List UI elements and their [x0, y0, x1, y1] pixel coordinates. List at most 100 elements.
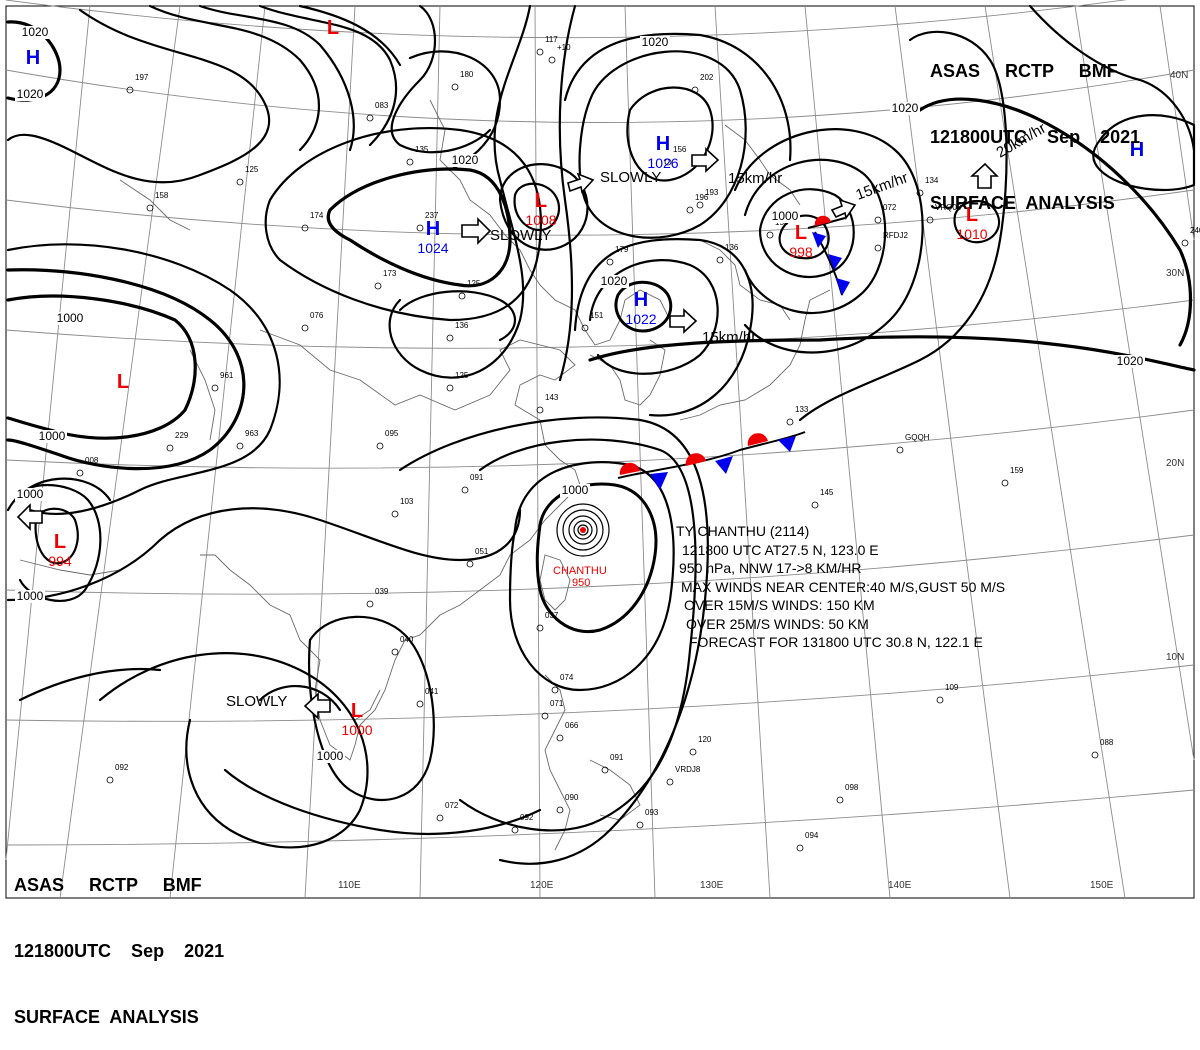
station-circle [446, 384, 454, 392]
typhoon-isobar [573, 520, 593, 540]
motion-label: 15km/hr [702, 329, 756, 346]
isobar-label: 1000 [317, 749, 344, 763]
cold-front-symbol [812, 232, 826, 248]
station-value: 094 [805, 831, 819, 840]
typhoon-isobar [562, 509, 604, 551]
low-pressure-center: L [327, 17, 339, 39]
isobar [198, 4, 355, 152]
station-value: 156 [673, 145, 687, 154]
low-pressure-center: L [535, 190, 547, 212]
motion-label: SLOWLY [226, 693, 287, 710]
isobar [264, 126, 542, 322]
station-circle [391, 510, 399, 518]
motion-arrows [16, 147, 999, 720]
station-circle [416, 224, 424, 232]
isobar-label: 1000 [562, 483, 589, 497]
station-circle [664, 158, 672, 166]
isobar-label: 1020 [892, 101, 919, 115]
isobar [18, 483, 102, 602]
station-value: 961 [220, 371, 234, 380]
longitude-label: 120E [530, 880, 554, 891]
station-value: 091 [470, 473, 484, 482]
station-circle [166, 444, 174, 452]
isobar [6, 507, 522, 602]
center-pressure-value: 1026 [647, 155, 678, 171]
station-value: 173 [383, 269, 397, 278]
cold-front-symbol [778, 436, 796, 452]
station-value: 098 [845, 783, 859, 792]
station-value: 041 [425, 687, 439, 696]
station-value: 180 [460, 70, 474, 79]
station-value: 109 [945, 683, 959, 692]
isobar [148, 4, 321, 152]
station-value: 179 [615, 245, 629, 254]
isobar [6, 243, 281, 516]
station-circle [581, 324, 589, 332]
station-circle [686, 206, 694, 214]
isobar [1092, 114, 1196, 192]
station-value: 151 [590, 311, 604, 320]
station-circle [796, 844, 804, 852]
low-pressure-center: L [351, 700, 363, 722]
station-circle [366, 114, 374, 122]
station-value: VRDJ8 [675, 765, 701, 774]
station-value: 135 [415, 145, 429, 154]
header-bottom: ASAS RCTP BMF 121800UTC Sep 2021 SURFACE… [14, 830, 224, 1050]
header-line-title: SURFACE ANALYSIS [930, 193, 1115, 213]
typhoon-title: TY CHANTHU (2114) [676, 523, 810, 539]
station-value: 193 [705, 188, 719, 197]
station-value: 136 [725, 243, 739, 252]
station-circle [896, 446, 904, 454]
typhoon-core [556, 503, 610, 557]
isobar [388, 4, 532, 379]
longitude-label: 140E [888, 880, 912, 891]
isobar [18, 667, 162, 702]
station-circle [461, 486, 469, 494]
isobar [258, 4, 398, 147]
motion-arrow-icon [691, 147, 720, 173]
latitude-label: 30N [1166, 268, 1184, 279]
station-value: 133 [795, 405, 809, 414]
isobar [513, 182, 561, 232]
isobar [6, 8, 271, 184]
typhoon-over25: OVER 25M/S WINDS: 50 KM [686, 615, 869, 632]
isobar-label: 1020 [601, 274, 628, 288]
station-circle [556, 734, 564, 742]
station-value: 040 [400, 635, 414, 644]
station-circle [301, 324, 309, 332]
isobar-label: 1000 [39, 429, 66, 443]
station-circle [146, 204, 154, 212]
station-circle [836, 796, 844, 804]
isobar [398, 290, 516, 342]
typhoon-pressure-motion: 950 hPa, NNW 17->8 KM/HR [679, 560, 862, 576]
station-value: VRQ08 [935, 203, 962, 212]
station-circle [536, 624, 544, 632]
isobar [6, 294, 197, 440]
isobar [798, 30, 1008, 422]
high-pressure-center: H [26, 47, 40, 69]
latitude-label: 10N [1166, 652, 1184, 663]
low-pressure-center: L [966, 204, 978, 226]
motion-arrow-icon [669, 308, 698, 334]
station-circle [106, 776, 114, 784]
station-circle [391, 648, 399, 656]
station-circle [696, 201, 704, 209]
station-circle [466, 560, 474, 568]
header-line-title: SURFACE ANALYSIS [14, 1007, 199, 1027]
longitude-labels: 110E 120E 130E 140E 150E [338, 880, 1114, 891]
isobar [298, 4, 402, 67]
station-value: 158 [155, 191, 169, 200]
cold-front-symbol [828, 254, 842, 270]
station-circle [458, 292, 466, 300]
station-circle [536, 48, 544, 56]
station-circle [1001, 479, 1009, 487]
station-circle [766, 231, 774, 239]
station-circle [1091, 751, 1099, 759]
longitude-label: 130E [700, 880, 724, 891]
station-circle [366, 600, 374, 608]
center-pressure-value: 1008 [525, 212, 556, 228]
motion-arrow-icon [303, 692, 331, 720]
header-line-time: 121800UTC Sep 2021 [14, 941, 225, 961]
typhoon-pressure-label: 950 [572, 577, 590, 589]
station-value: 066 [565, 721, 579, 730]
